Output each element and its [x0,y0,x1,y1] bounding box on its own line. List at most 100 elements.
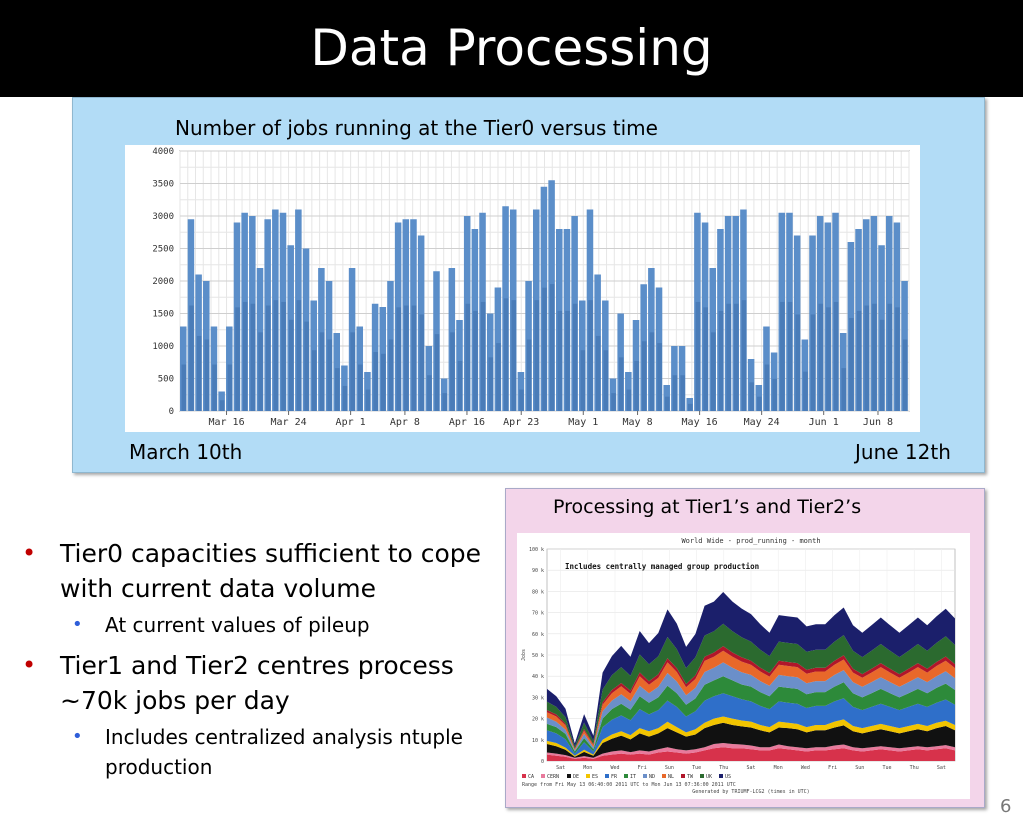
data-bar-inner [342,385,348,411]
series-area-uk [547,623,955,749]
legend-swatch [662,774,666,778]
data-bar-inner [358,364,363,411]
data-bar-inner [511,300,517,411]
y-tick-label: 80 k [532,589,544,595]
y-tick-label: 4000 [152,147,174,157]
data-bar-inner [680,375,685,411]
x-tick-label: Wed [801,765,810,771]
series-area-it [547,676,955,754]
x-tick-label: Tue [692,765,701,771]
sub-bullet-text: Includes centralized analysis ntuple pro… [105,725,463,779]
data-bar-inner [496,343,501,411]
data-bar-inner [273,300,279,411]
bullet-dot-icon: • [22,539,37,567]
data-bar-inner [849,318,854,411]
legend-swatch [700,774,704,778]
data-bar-inner [488,357,494,411]
data-bar-inner [803,371,808,411]
data-bar-inner [902,339,908,411]
data-bar-inner [695,301,701,411]
data-bar-inner [588,300,593,411]
y-tick-label: 0 [541,759,544,765]
data-bar-inner [304,321,309,411]
y-tick-label: 2500 [152,245,174,255]
x-tick-label: May 16 [682,417,718,428]
x-tick-label: Jun 8 [863,417,893,428]
data-bar-inner [787,301,793,411]
legend-label: ND [649,774,655,780]
sub-bullet-dot-icon: • [72,614,83,635]
y-tick-label: 60 k [532,632,544,638]
data-bar-inner [365,389,371,411]
data-bar-inner [810,314,816,411]
data-bar-inner [327,339,332,411]
data-bar-inner [664,396,670,411]
series-area-es [547,716,955,757]
data-bar-inner [250,303,256,411]
data-bar-inner [772,378,778,411]
legend-swatch [522,774,526,778]
tier12-caption: Processing at Tier1’s and Tier2’s [553,496,862,518]
bullet-item: • Tier0 capacities sufficient to cope wi… [22,536,492,606]
data-bar-inner [434,334,440,411]
data-bar-inner [649,332,655,411]
data-bar-inner [219,400,225,411]
x-tick-label: May 1 [568,417,598,428]
legend-swatch [719,774,723,778]
data-bar-inner [757,396,762,411]
data-bar-inner [212,364,217,411]
legend-label: NL [668,774,674,780]
y-tick-label: 70 k [532,611,544,617]
data-bar-inner [311,350,317,411]
data-bar-inner [450,332,455,411]
x-tick-label: Sat [937,765,946,771]
y-axis-label: Jobs [521,649,527,661]
legend-label: IT [630,774,636,780]
y-tick-label: 20 k [532,717,544,723]
data-bar-inner [457,360,463,411]
data-bar-inner [319,332,325,411]
data-bar-inner [519,389,524,411]
y-tick-label: 2000 [152,277,174,287]
bullet-dot-icon: • [22,651,37,679]
data-bar-inner [657,343,662,411]
data-bar-inner [381,353,386,411]
data-bar-inner [503,298,509,411]
x-tick-label: Sun [665,765,674,771]
tier0-caption: Number of jobs running at the Tier0 vers… [175,116,658,140]
data-bar-inner [864,305,870,411]
data-bar-inner [741,300,747,411]
chart-footer-line: Range from Fri May 13 06:40:00 2011 UTC … [522,782,736,788]
series-area-nl [547,650,955,751]
y-tick-label: 0 [169,407,174,417]
data-bar-inner [235,307,240,411]
series-area-ca [547,747,955,761]
bullet-text: Tier1 and Tier2 centres process ~70k job… [60,651,454,715]
x-tick-label: Fri [828,765,837,771]
x-tick-label: May 24 [744,417,780,428]
y-tick-label: 50 k [532,653,544,659]
legend-swatch [541,774,545,778]
start-date-label: March 10th [129,440,243,464]
data-bar-inner [288,319,294,411]
data-bar-inner [442,393,448,411]
legend-swatch [605,774,609,778]
legend-swatch [624,774,628,778]
x-tick-label: Sat [746,765,755,771]
legend-swatch [567,774,571,778]
sub-bullet-item: • Includes centralized analysis ntuple p… [22,722,492,782]
series-area-fr [547,693,955,756]
data-bar-inner [189,305,194,411]
data-bar-inner [534,300,540,411]
data-bar-inner [795,314,801,411]
data-bar-inner [818,303,824,411]
x-tick-label: Sun [855,765,864,771]
data-bar-inner [542,287,547,411]
y-tick-label: 3500 [152,180,174,190]
x-tick-label: Apr 8 [390,417,420,428]
data-bar-inner [204,339,210,411]
data-bar-inner [373,352,378,411]
data-bar-inner [396,307,402,411]
sub-bullet-dot-icon: • [72,726,83,747]
legend-label: CA [528,774,534,780]
